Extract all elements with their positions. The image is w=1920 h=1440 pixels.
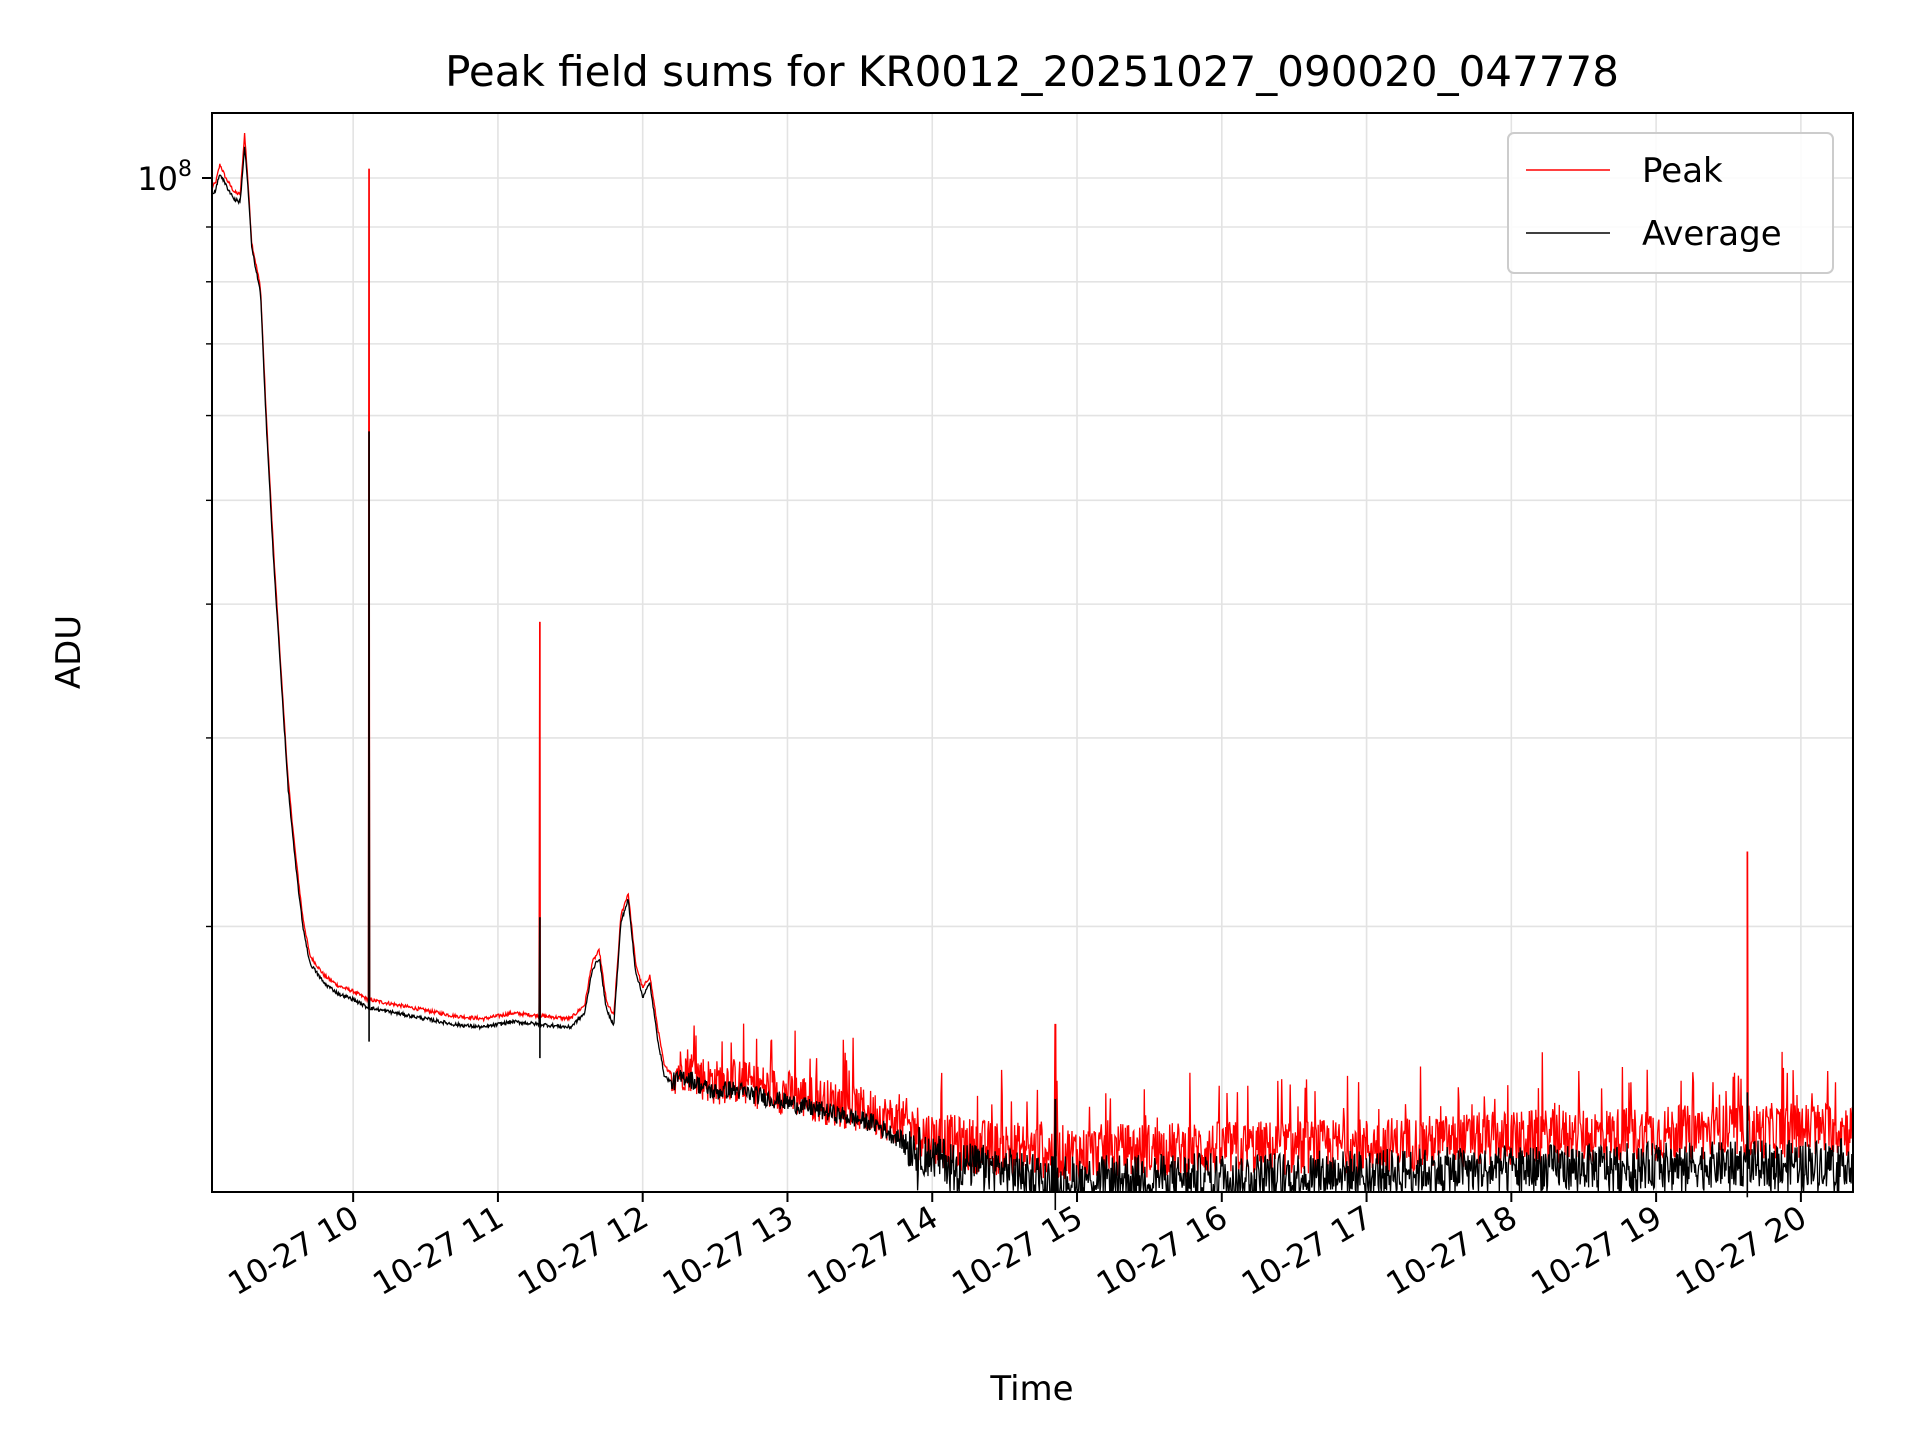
y-axis-label: ADU bbox=[49, 615, 89, 689]
legend-peak-label: Peak bbox=[1642, 151, 1723, 191]
y-tick-label: 108 bbox=[137, 157, 192, 198]
legend: Peak Average bbox=[1507, 132, 1834, 274]
legend-box bbox=[1507, 132, 1834, 274]
plot-frame bbox=[211, 112, 1854, 1193]
peak-series-line bbox=[212, 132, 1853, 1181]
chart-title: Peak field sums for KR0012_20251027_0900… bbox=[445, 47, 1619, 96]
legend-average-label: Average bbox=[1642, 214, 1782, 254]
x-axis-label: Time bbox=[989, 1369, 1073, 1409]
average-series-line bbox=[212, 146, 1853, 1192]
series-layer bbox=[212, 132, 1853, 1211]
